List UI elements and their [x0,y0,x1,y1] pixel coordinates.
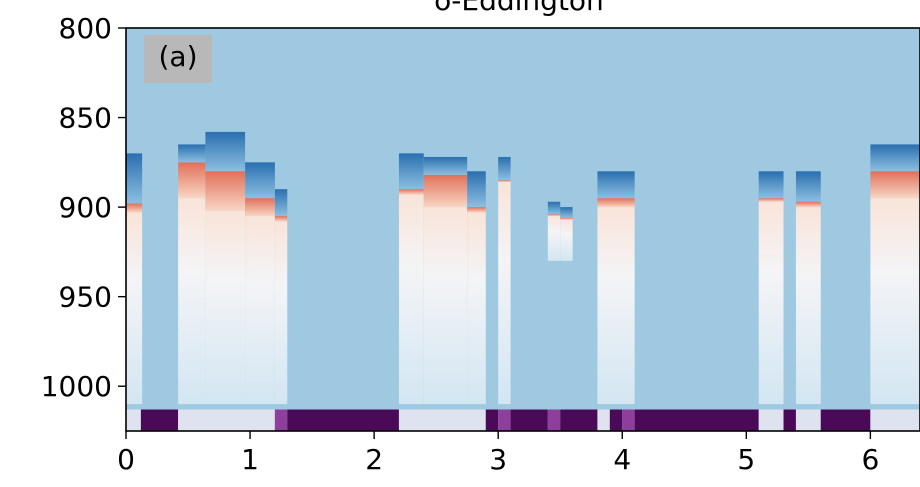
y-tick-label: 950 [59,281,112,314]
x-tick-label: 2 [365,443,383,476]
heatmap-warm-cell [245,198,275,217]
heatmap-cold-cell [205,131,246,172]
heatmap-fade-cell [597,207,635,405]
heatmap-fade-cell [398,194,424,405]
bottom-strip-cell [622,409,635,431]
bottom-strip-cell [634,409,759,431]
heatmap-warm-cell [758,198,784,202]
heatmap-cold-cell [178,144,206,163]
heatmap-warm-cell [597,198,635,208]
heatmap-cold-cell [758,171,784,199]
heatmap-cold-cell [870,144,920,172]
panel-label-box [144,35,212,83]
plot-frame [125,27,920,432]
heatmap-warm-cell [498,180,511,183]
bottom-strip-cell [140,409,179,431]
heatmap-warm-cell [795,201,821,208]
heatmap-fade-cell [178,198,206,405]
heatmap-cold-cell [126,153,143,204]
heatmap-fade-cell [498,182,511,405]
bottom-strip-cell [870,409,920,431]
heatmap-fade-cell [205,210,246,405]
heatmap-cold-cell [423,156,468,175]
heatmap-warm-cell [423,174,468,208]
heatmap-fade-cell [423,207,468,405]
plot-area [126,28,920,431]
heatmap-cold-cell [547,201,561,215]
heatmap-warm-cell [205,171,246,211]
x-tick-label: 1 [241,443,259,476]
heatmap-fade-cell [758,201,784,405]
bottom-strip-cell [178,409,275,431]
bottom-strip-cell [510,409,548,431]
y-tick-label: 850 [59,102,112,135]
heatmap-warm-cell [870,171,920,199]
heatmap-cold-cell [245,162,275,199]
y-tick-label: 1000 [41,370,112,403]
panel-label: (a) [158,40,197,73]
bottom-strip-cell [547,409,561,431]
chart-title: δ-Eddington [434,0,604,17]
x-tick-label: 4 [613,443,631,476]
bottom-strip-cell [758,409,784,431]
heatmap-warm-cell [178,162,206,199]
bottom-strip-cell [560,409,598,431]
heatmap-cold-cell [795,171,821,202]
y-tick-label: 800 [59,12,112,45]
heatmap-cold-cell [597,171,635,199]
bottom-strip-cell [274,409,288,431]
heatmap-fade-cell [126,212,143,405]
x-axis: 0 1 2 3 4 5 6 [117,431,879,476]
y-axis: 800 850 900 950 1000 [41,12,126,403]
heatmap-fade-cell [870,198,920,405]
bottom-strip-cell [609,409,623,431]
bottom-strip-cell [820,409,871,431]
heatmap-warm-cell [398,189,424,195]
x-tick-label: 6 [861,443,879,476]
heatmap-fade-cell [795,207,821,405]
heatmap-cold-cell [274,189,288,217]
bottom-strip-cell [287,409,399,431]
heatmap-fade-cell [547,216,561,261]
x-tick-label: 3 [489,443,507,476]
heatmap-cold-cell [560,207,573,218]
bottom-strip-cell [485,409,499,431]
bottom-strip-cell [783,409,796,431]
heatmap-fade-cell [245,216,275,405]
heatmap-fade-cell [560,219,573,261]
heatmap-cold-cell [398,153,424,190]
heatmap-warm-cell [560,217,573,220]
bottom-strip-cell [597,409,610,431]
heatmap-fade-cell [274,221,288,405]
heatmap-fade-cell [467,212,486,405]
heatmap-warm-cell [467,207,486,213]
bottom-strip-cell [398,409,486,431]
bottom-strip-cell [126,409,141,431]
heatmap-warm-cell [547,214,561,217]
bottom-strip-cell [498,409,511,431]
heatmap-warm-cell [274,216,288,222]
y-tick-label: 900 [59,191,112,224]
heatmap-cold-cell [498,156,511,181]
bottom-strip-cell [795,409,821,431]
x-tick-label: 0 [117,443,135,476]
x-tick-label: 5 [737,443,755,476]
heatmap-warm-cell [126,203,143,213]
heatmap-cold-cell [467,171,486,208]
